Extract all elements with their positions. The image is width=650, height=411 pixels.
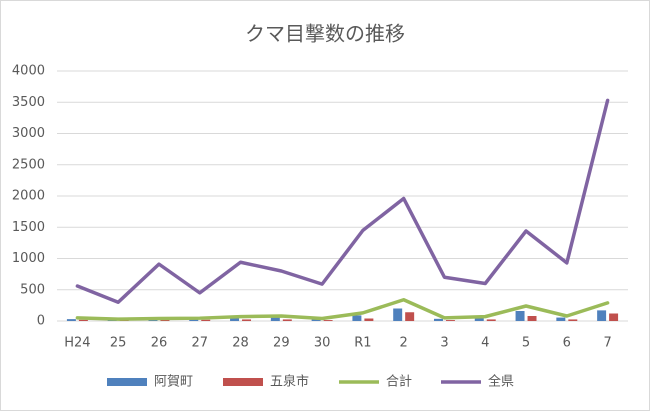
bar: [515, 311, 525, 321]
x-tick-label: 25: [110, 336, 127, 351]
y-tick-label: 0: [37, 314, 45, 329]
bar: [242, 319, 252, 321]
bar: [405, 312, 415, 321]
bar: [201, 319, 211, 321]
legend-swatch: [107, 378, 147, 386]
bar: [160, 319, 170, 321]
y-tick-label: 500: [20, 282, 45, 297]
y-tick-label: 1500: [12, 220, 45, 235]
chart-title: クマ目撃数の推移: [245, 22, 405, 46]
x-tick-label: 2: [400, 336, 408, 351]
y-tick-label: 2000: [12, 189, 45, 204]
x-tick-label: 7: [603, 336, 611, 351]
bar: [66, 319, 76, 321]
bar: [364, 318, 374, 321]
bar: [189, 319, 199, 321]
bar: [230, 318, 240, 321]
bar: [609, 313, 619, 321]
bar: [433, 318, 443, 321]
bar: [352, 315, 362, 321]
legend-label: 合計: [386, 374, 412, 390]
bar: [311, 319, 321, 321]
bar: [568, 319, 578, 321]
bar: [270, 317, 280, 321]
x-tick-label: 5: [522, 336, 530, 351]
bar: [323, 320, 333, 321]
bar: [474, 318, 484, 321]
bar: [556, 317, 566, 321]
y-tick-label: 1000: [12, 251, 45, 266]
line: [75, 98, 610, 304]
bar: [597, 310, 607, 321]
x-tick-label: 3: [440, 336, 448, 351]
bar: [78, 319, 88, 321]
legend-swatch: [223, 378, 263, 386]
line: [75, 298, 610, 321]
x-tick-label: H24: [64, 336, 90, 351]
legend-label: 五泉市: [270, 374, 309, 390]
legend-label: 全県: [488, 374, 514, 390]
y-tick-label: 4000: [12, 64, 45, 79]
y-tick-label: 3500: [12, 95, 45, 110]
bar: [527, 316, 537, 321]
x-tick-label: 28: [232, 336, 249, 351]
x-tick-label: 6: [563, 336, 571, 351]
x-tick-label: 4: [481, 336, 489, 351]
bar: [282, 319, 292, 321]
legend-label: 阿賀町: [154, 375, 193, 390]
y-tick-label: 3000: [12, 126, 45, 141]
y-tick-label: 2500: [12, 157, 45, 172]
x-tick-label: 29: [273, 336, 290, 351]
bar: [148, 319, 158, 321]
x-tick-label: R1: [354, 336, 371, 351]
x-tick-label: 26: [151, 336, 168, 351]
bar: [393, 308, 403, 321]
bar: [486, 319, 496, 321]
x-tick-label: 27: [191, 336, 208, 351]
x-tick-label: 30: [314, 336, 331, 351]
bar: [445, 320, 455, 321]
